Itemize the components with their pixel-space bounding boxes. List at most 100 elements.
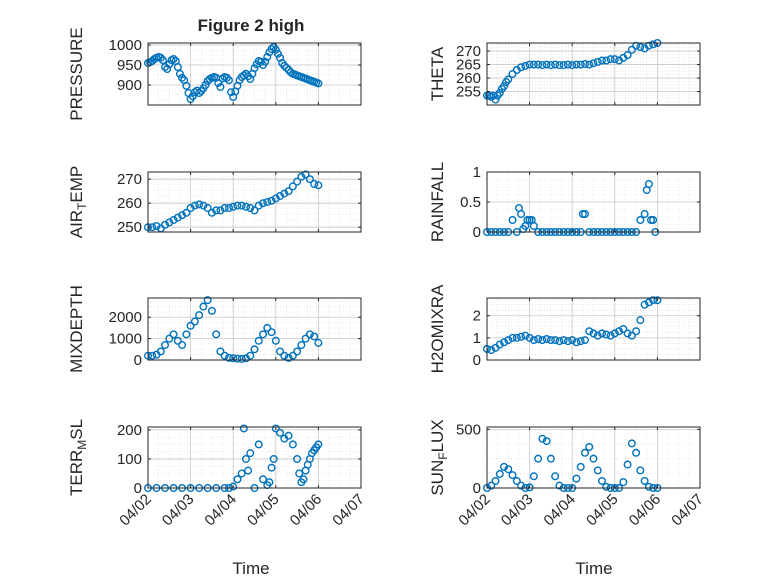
data-point [649, 40, 658, 49]
y-tick-label: 0 [473, 480, 481, 497]
data-point [244, 466, 253, 475]
data-point [263, 323, 272, 332]
x-tick-label: 04/03 [498, 491, 537, 530]
data-point [305, 330, 314, 339]
data-point [551, 60, 560, 69]
data-point [220, 351, 229, 360]
data-point [546, 454, 555, 463]
data-point [182, 81, 191, 90]
data-point [546, 336, 555, 345]
data-point [636, 316, 645, 325]
data-point [508, 471, 517, 480]
y-tick-label: 1000 [109, 331, 142, 348]
data-point [598, 329, 607, 338]
data-point [178, 211, 187, 220]
data-point [284, 65, 293, 74]
data-point [173, 213, 182, 222]
data-point [589, 454, 598, 463]
data-point [165, 60, 174, 69]
data-point [250, 206, 259, 215]
data-point [250, 345, 259, 354]
data-point [551, 336, 560, 345]
data-point [186, 203, 195, 212]
data-point [237, 354, 246, 363]
data-point [644, 41, 653, 50]
data-point [288, 182, 297, 191]
data-point [178, 73, 187, 82]
data-point [241, 202, 250, 211]
data-point [216, 82, 225, 91]
data-point [276, 428, 285, 437]
x-axis-label-left: Time [232, 559, 269, 578]
data-point [495, 469, 504, 478]
data-point [163, 64, 172, 73]
data-point [301, 170, 310, 179]
data-point [517, 481, 526, 490]
y-tick-label: 1 [473, 330, 481, 347]
data-point [207, 208, 216, 217]
data-point [239, 71, 248, 80]
data-point [538, 61, 547, 70]
data-point [508, 333, 517, 342]
data-point [227, 88, 236, 97]
data-point [276, 191, 285, 200]
data-point [568, 61, 577, 70]
data-point [487, 481, 496, 490]
data-point [602, 56, 611, 65]
data-point [529, 60, 538, 69]
data-point [310, 179, 319, 188]
data-point [593, 331, 602, 340]
data-point [190, 201, 199, 210]
data-point [487, 346, 496, 355]
axes-box [486, 42, 701, 106]
data-point [525, 333, 534, 342]
data-point [602, 330, 611, 339]
data-point [632, 448, 641, 457]
axes-box [486, 426, 701, 489]
data-point [261, 57, 270, 66]
data-point [280, 61, 289, 70]
data-point [542, 334, 551, 343]
data-point [559, 61, 568, 70]
data-point [649, 296, 658, 305]
data-point [632, 41, 641, 50]
data-point [598, 56, 607, 65]
data-point [589, 329, 598, 338]
x-tick-label: 04/06 [626, 491, 665, 530]
y-tick-label: 265 [456, 57, 481, 74]
data-point [559, 336, 568, 345]
data-point [636, 466, 645, 475]
data-point [297, 172, 306, 181]
y-tick-label: 270 [117, 171, 142, 188]
data-point [286, 68, 295, 77]
data-point [508, 215, 517, 224]
data-point [576, 462, 585, 471]
data-point [284, 431, 293, 440]
data-point [615, 327, 624, 336]
data-point [491, 95, 500, 104]
axes-box [147, 171, 362, 233]
data-point [161, 220, 170, 229]
data-point [214, 78, 223, 87]
data-point [563, 337, 572, 346]
data-point [156, 347, 165, 356]
x-axis-label-right: Time [575, 559, 612, 578]
data-point [169, 330, 178, 339]
data-point [267, 328, 276, 337]
data-point [158, 56, 167, 65]
y-tick-label: 0.5 [460, 194, 481, 211]
data-point [199, 201, 208, 210]
data-point [173, 63, 182, 72]
y-tick-label: 1 [473, 164, 481, 181]
data-point [568, 336, 577, 345]
data-point [259, 330, 268, 339]
data-point [178, 341, 187, 350]
data-point [288, 351, 297, 360]
data-point [267, 463, 276, 472]
data-point [216, 206, 225, 215]
data-point [504, 465, 513, 474]
data-point [517, 332, 526, 341]
data-point [310, 332, 319, 341]
axes-box [147, 426, 362, 489]
